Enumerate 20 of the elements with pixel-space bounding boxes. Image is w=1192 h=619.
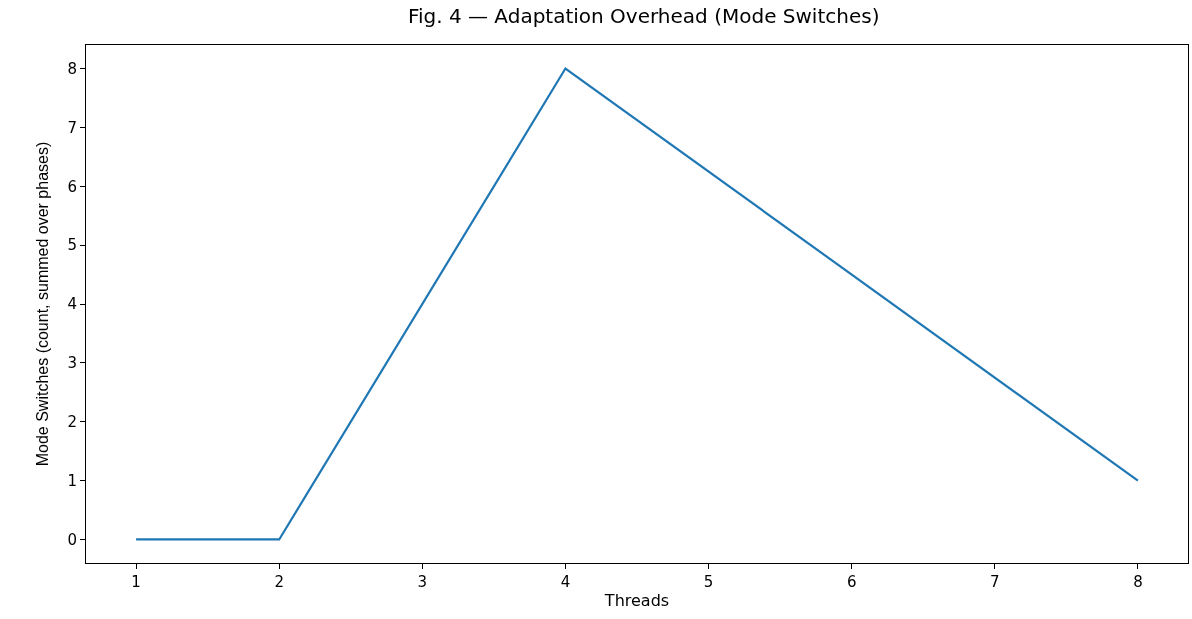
y-tick-label: 4 [67,295,77,314]
x-tick-label: 7 [990,573,1000,591]
x-tick-label: 3 [417,573,428,591]
y-tick-label: 1 [67,471,77,490]
x-tick-label: 4 [560,573,571,591]
y-tick-label: 6 [67,177,77,196]
x-tick-label: 5 [703,573,714,591]
y-tick-label: 3 [67,354,77,373]
y-tick-label: 5 [67,236,77,255]
x-tick-label: 1 [131,573,141,591]
y-tick-label: 2 [67,412,77,431]
y-tick-label: 8 [67,59,77,78]
y-tick-label: 0 [67,530,77,549]
chart-title: Fig. 4 — Adaptation Overhead (Mode Switches) [407,4,880,29]
x-tick-label: 8 [1133,573,1143,591]
y-tick-label: 7 [67,118,77,137]
x-axis-title: Threads [603,590,670,610]
x-tick-label: 6 [846,573,857,591]
x-tick-label: 2 [274,573,284,591]
y-axis-title: Mode Switches (count, summed over phases) [34,141,52,467]
